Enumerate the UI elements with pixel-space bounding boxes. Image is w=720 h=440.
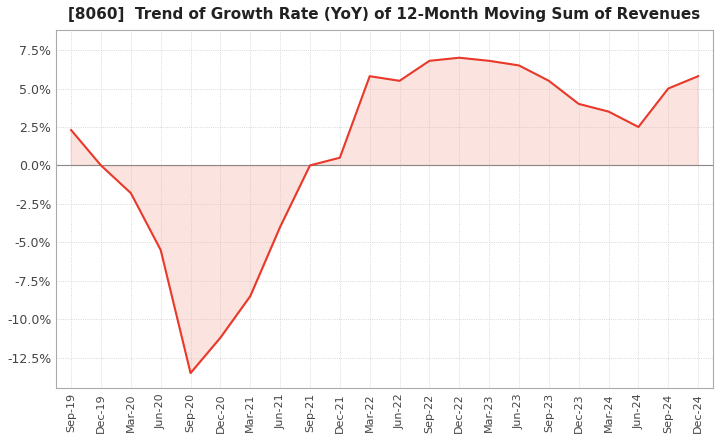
Title: [8060]  Trend of Growth Rate (YoY) of 12-Month Moving Sum of Revenues: [8060] Trend of Growth Rate (YoY) of 12-… [68,7,701,22]
